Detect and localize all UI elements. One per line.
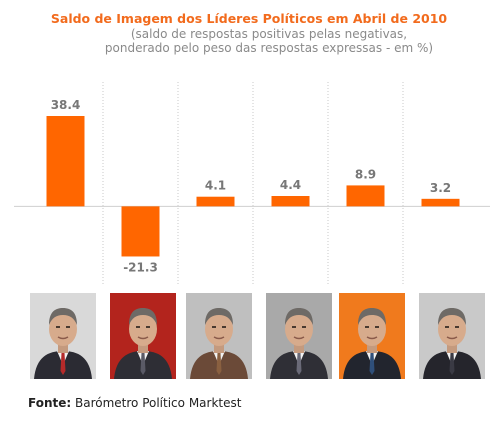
chart-subtitle-line-1: (saldo de respostas positivas pelas nega… [130, 27, 408, 41]
bar [271, 196, 310, 207]
bar-value-label: -21.3 [123, 260, 158, 274]
chart-title: Saldo de Imagem dos Líderes Políticos em… [50, 11, 448, 26]
source-text: Barómetro Político Marktest [75, 396, 242, 410]
bar [346, 185, 385, 207]
portrait-3-icon [186, 293, 252, 379]
chart-subtitle-line-2: ponderado pelo peso das respostas expres… [104, 41, 434, 55]
bar [421, 198, 460, 207]
bar-value-label: 8.9 [355, 167, 376, 181]
bar-value-label: 4.4 [280, 178, 301, 192]
bar [46, 116, 85, 207]
portrait-2-icon [110, 293, 176, 379]
source-note: Fonte: Barómetro Político Marktest [28, 396, 241, 410]
portrait-6-icon [419, 293, 485, 379]
bar-chart: 38.4 -21.3 4.1 4.4 8.9 3.2 [14, 82, 490, 284]
bar-value-label: 3.2 [430, 181, 451, 195]
source-label: Fonte: [28, 396, 72, 410]
bar-value-label: 4.1 [205, 179, 226, 193]
portrait-4-icon [266, 293, 332, 379]
bar [121, 206, 160, 257]
bar-value-label: 38.4 [51, 98, 81, 112]
bar [196, 196, 235, 207]
portrait-5-icon [339, 293, 405, 379]
portrait-1-icon [30, 293, 96, 379]
